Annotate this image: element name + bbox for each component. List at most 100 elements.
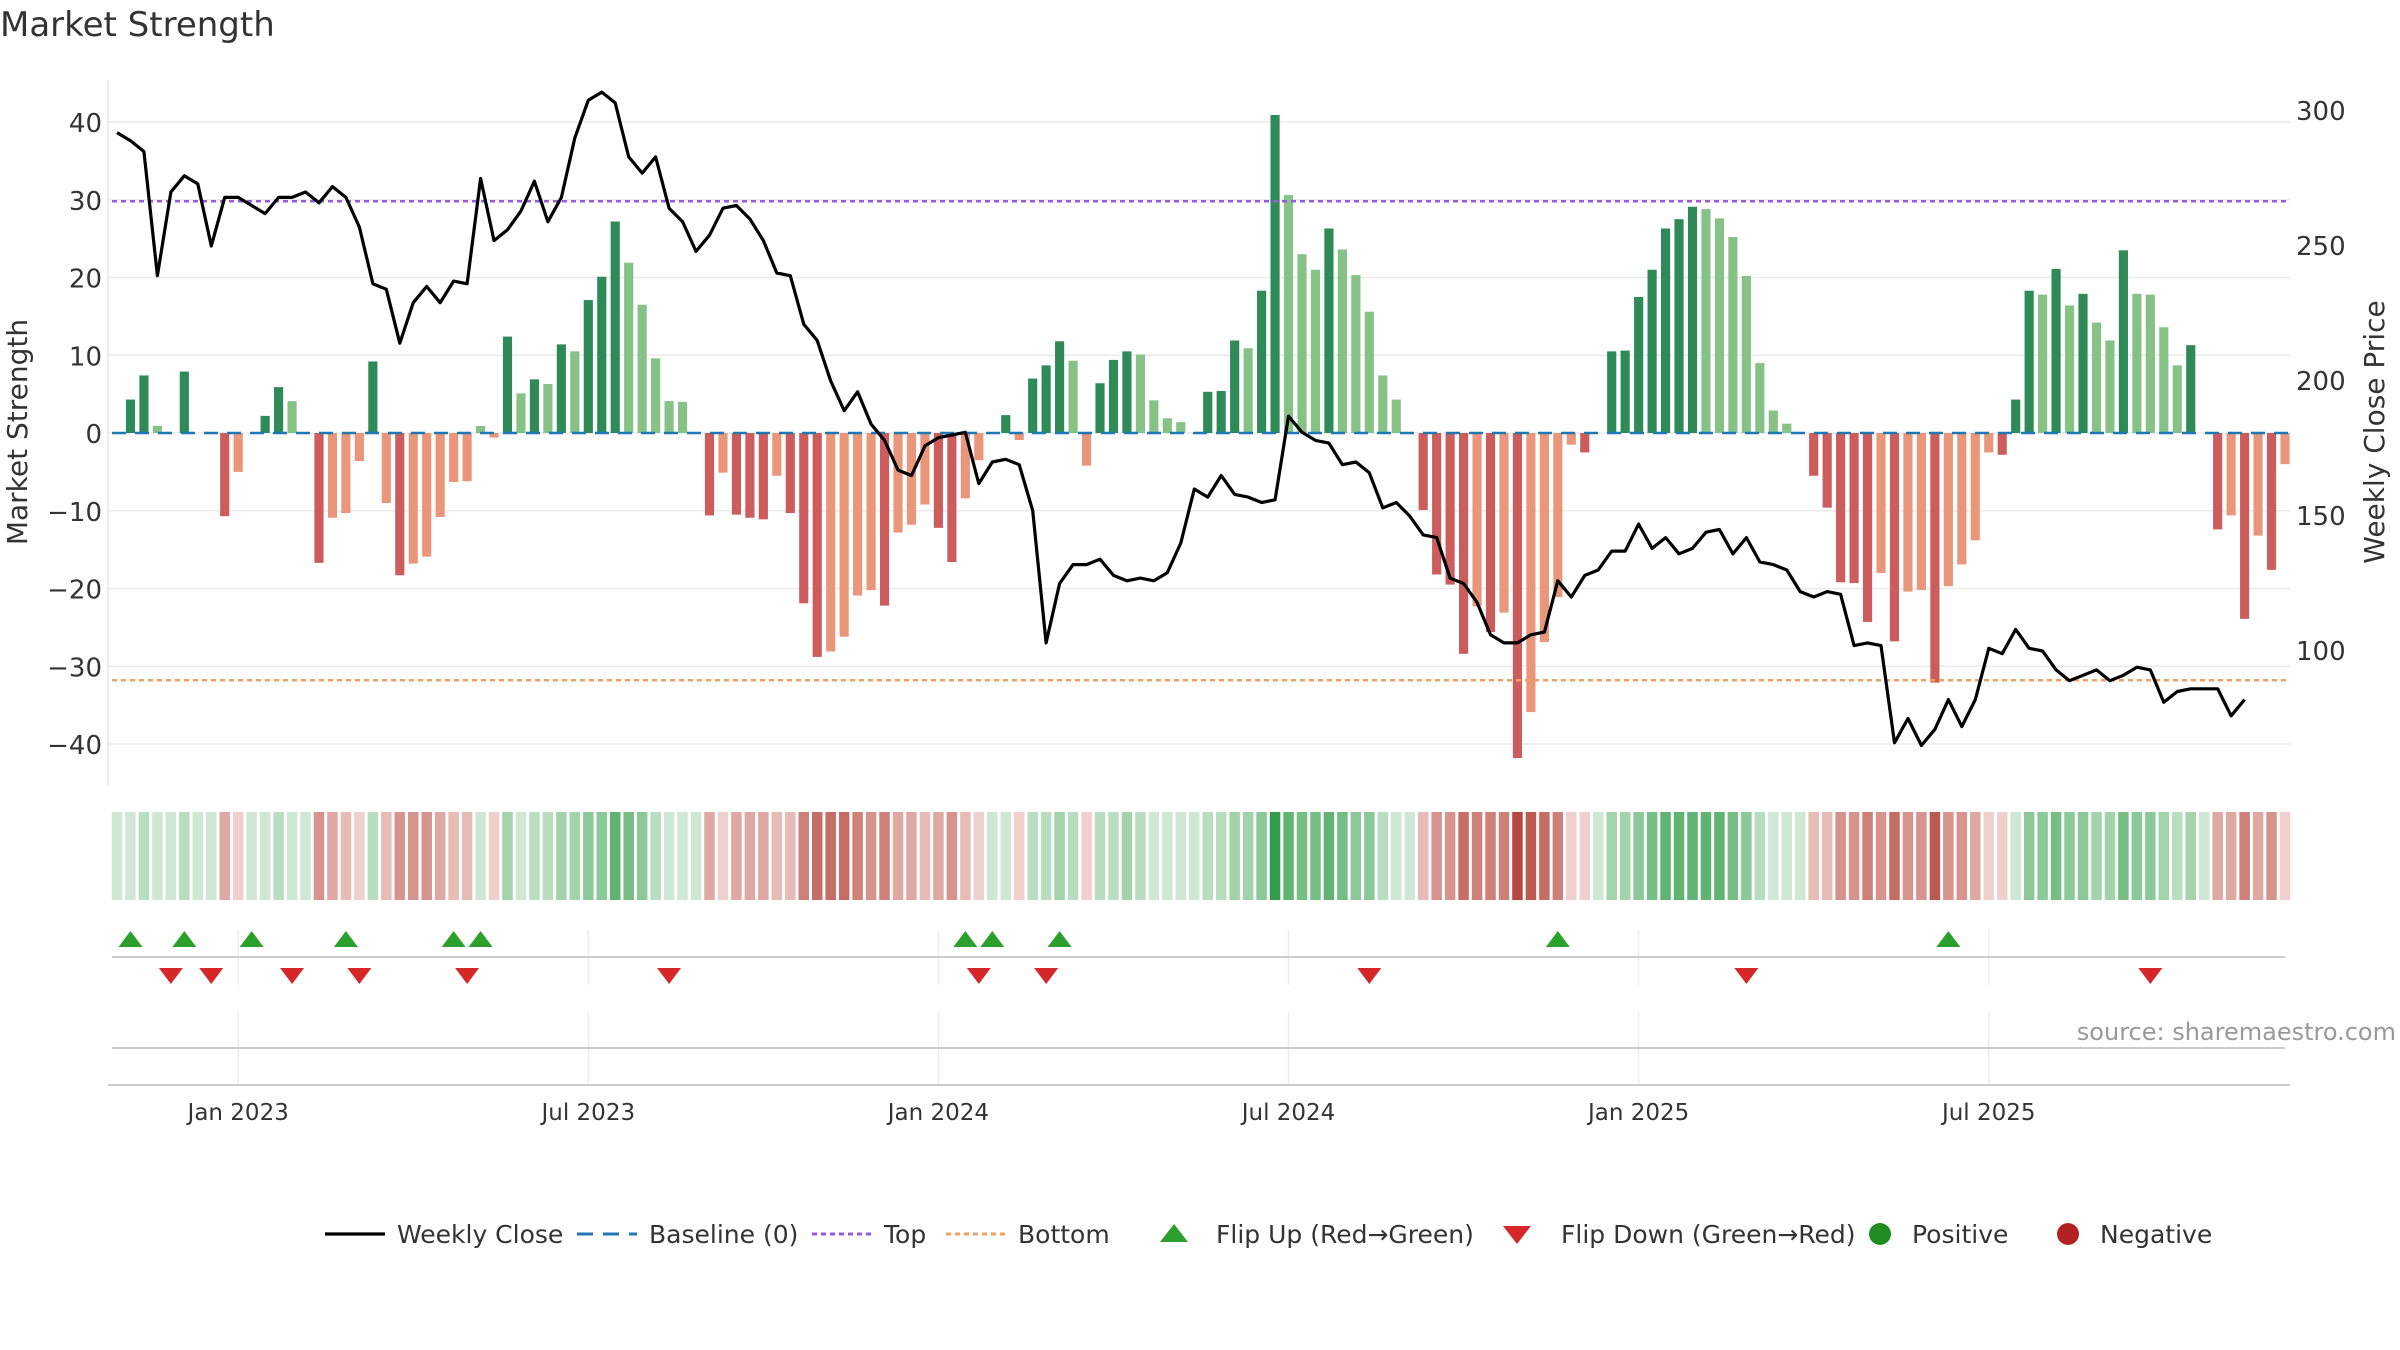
band-cell [1835,812,1846,900]
strength-bar [1607,351,1617,433]
strength-bar [718,433,728,473]
band-cell [1821,812,1833,900]
legend-label: Baseline (0) [649,1220,798,1249]
band-cell [906,812,917,900]
level-lines [112,200,2290,682]
band-cell [1498,812,1510,900]
y-tick-label: −30 [47,653,102,683]
strength-bar [1620,350,1630,433]
band-cell [1875,812,1887,900]
band-cell [636,812,648,900]
band-cell [354,812,365,900]
band-cell [919,812,931,900]
band-cell [1606,812,1617,900]
strength-bar [597,276,607,433]
strength-bar [1068,360,1078,433]
legend-label: Flip Down (Green→Red) [1561,1220,1856,1249]
band-cell [259,812,271,900]
strength-bar [489,433,499,438]
strength-bar [2145,294,2155,433]
band-cell [340,812,352,900]
strength-bar [435,433,445,517]
band-cell [744,812,756,900]
band-cell [394,812,406,900]
band-cell [825,812,836,900]
band-cell [2158,812,2170,900]
strength-bar [2078,293,2088,433]
band-cell [1444,812,1456,900]
band-cell [179,812,190,900]
band-cell [1781,812,1793,900]
band-cell [1889,812,1900,900]
strength-bar [179,371,189,433]
band-cell [946,812,958,900]
strength-bar [341,433,351,514]
strength-bar [624,262,634,433]
band-cell [111,812,123,900]
band-cell [973,812,985,900]
strength-bar [2253,433,2263,536]
strength-bar [1768,410,1778,433]
band-cell [717,812,729,900]
band-cell [1040,812,1052,900]
strength-bar [2266,433,2277,570]
strength-bar [1310,269,1321,433]
band-cell [2252,812,2264,900]
strength-bar [2240,433,2250,619]
strength-bar [220,433,230,517]
strength-bar [1849,433,1859,584]
strength-bar [381,433,391,503]
strength-bar [1283,195,1294,433]
strength-bar [2213,433,2223,530]
band-cell [1417,812,1429,900]
strength-bar [1081,433,1092,466]
band-cell [1633,812,1644,900]
strength-bar [637,304,647,433]
band-cell [1539,812,1550,900]
band-cell [2225,812,2237,900]
legend-item: Top [812,1220,926,1249]
band-cell [542,812,554,900]
strength-bar [651,358,661,433]
strength-bar [812,433,822,657]
strength-bar [1337,249,1347,433]
band-cell [1269,812,1281,900]
band-cell [1094,812,1106,900]
band-cell [960,812,971,900]
flip-up-marker [1047,931,1072,947]
x-tick-label: Jan 2024 [886,1100,989,1126]
x-tick-label: Jan 2023 [186,1100,289,1126]
strength-bar [1714,218,1725,433]
strength-bar [1378,375,1388,433]
band-cell [1135,812,1146,900]
y-tick-label: 0 [85,420,102,450]
legend-label: Negative [2100,1220,2212,1249]
band-cell [1714,812,1725,900]
strength-bar [1499,433,1509,613]
band-cell [1296,812,1308,900]
strength-bar [1297,254,1307,433]
strength-bar [799,433,809,604]
band-cell [219,812,230,900]
strength-bar [125,399,136,433]
y2-axis-label: Weekly Close Price [2358,300,2391,563]
band-cell [2198,812,2210,900]
strength-bar [1957,433,1967,565]
strength-bar [974,433,984,461]
band-cell [1741,812,1752,900]
band-cell [1552,812,1564,900]
strength-bar [839,433,849,637]
strength-bar [1014,433,1024,440]
band-cell [381,812,392,900]
band-cell [690,812,702,900]
band-cell [1377,812,1389,900]
band-cell [1727,812,1739,900]
strength-bar [1674,219,1684,433]
flip-up-marker [333,931,358,947]
band-cell [1902,812,1914,900]
band-cell [2023,812,2035,900]
band-cell [1754,812,1766,900]
band-cell [2239,812,2250,900]
strength-bar [1889,433,1900,642]
strength-bar [2038,294,2048,433]
